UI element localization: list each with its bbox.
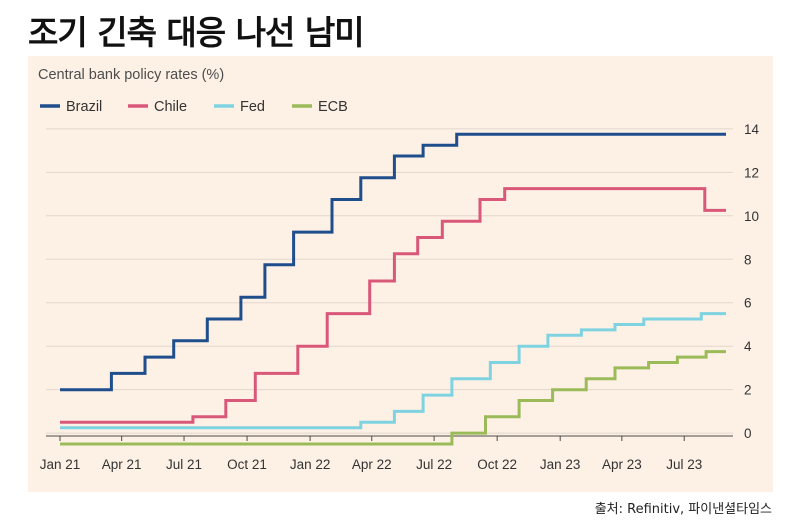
chart-svg: Central bank policy rates (%) Brazil Chil…: [38, 67, 760, 472]
y-tick-label: 14: [744, 122, 760, 137]
x-tick-label: Jan 23: [540, 457, 581, 472]
x-tick-label: Jan 22: [290, 457, 331, 472]
series-line-ecb: [60, 350, 726, 446]
y-tick-label: 10: [744, 209, 759, 224]
source-note: 출처: Refinitiv, 파이낸셜타임스: [594, 502, 772, 517]
x-axis: Jan 21 Apr 21 Jul 21 Oct 21 Jan 22 Apr 22 Jul …: [40, 435, 733, 472]
series-line-chile: [60, 187, 726, 424]
legend-label: Brazil: [66, 99, 102, 115]
chart-panel: Central bank policy rates (%) Brazil Chil…: [28, 56, 773, 492]
legend-label: Fed: [240, 99, 265, 115]
y-tick-label: 12: [744, 165, 759, 180]
legend-label: Chile: [154, 99, 187, 115]
legend-item-ecb: ECB: [292, 99, 348, 115]
legend-item-chile: Chile: [128, 99, 187, 115]
x-tick-label: Apr 21: [102, 457, 142, 472]
legend: Brazil Chile Fed ECB: [40, 99, 348, 115]
series-line-fed: [60, 312, 726, 430]
x-tick-label: Oct 22: [477, 457, 517, 472]
headline: 조기 긴축 대응 나선 남미: [28, 13, 365, 52]
y-tick-label: 2: [744, 383, 752, 398]
x-tick-label: Jan 21: [40, 457, 81, 472]
legend-label: ECB: [318, 99, 348, 115]
x-tick-label: Apr 22: [352, 457, 392, 472]
series-line-brazil: [60, 132, 726, 392]
legend-item-brazil: Brazil: [40, 99, 102, 115]
x-tick-label: Oct 21: [227, 457, 267, 472]
chart-title: Central bank policy rates (%): [38, 67, 224, 83]
y-tick-label: 8: [744, 252, 752, 267]
y-axis-ticks: 0 2 4 6 8 10 12 14: [744, 122, 760, 441]
x-tick-label: Apr 23: [602, 457, 642, 472]
x-tick-label: Jul 23: [666, 457, 702, 472]
y-tick-label: 0: [744, 426, 752, 441]
x-tick-label: Jul 22: [416, 457, 452, 472]
series-lines: [60, 132, 726, 446]
legend-item-fed: Fed: [214, 99, 265, 115]
x-tick-label: Jul 21: [166, 457, 202, 472]
y-tick-label: 6: [744, 296, 752, 311]
grid-lines: [46, 128, 733, 434]
y-tick-label: 4: [744, 339, 752, 354]
